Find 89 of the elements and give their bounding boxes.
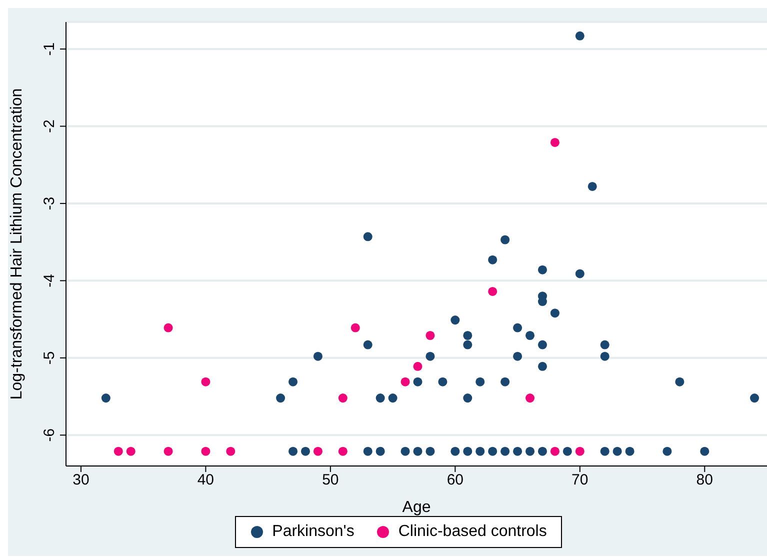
point (463, 340, 472, 350)
point (201, 446, 210, 456)
point (588, 182, 597, 191)
point (575, 446, 584, 456)
point (476, 446, 485, 456)
point (413, 362, 422, 371)
point (612, 446, 622, 456)
point (488, 446, 498, 456)
point (338, 394, 348, 403)
point (400, 377, 410, 386)
x-tick-label: 80 (696, 472, 713, 489)
legend-label: Clinic-based controls (398, 523, 547, 541)
point (513, 446, 522, 456)
legend-label: Parkinson's (272, 523, 354, 541)
point (376, 446, 385, 456)
x-tick-label: 70 (572, 472, 588, 489)
point (562, 446, 572, 456)
point (114, 446, 123, 456)
point (500, 377, 510, 386)
point (164, 323, 173, 332)
point (376, 394, 385, 403)
point (164, 446, 173, 456)
point (426, 331, 435, 340)
point (276, 394, 286, 403)
y-tick-label: -1 (41, 42, 58, 56)
point (600, 340, 610, 350)
point (600, 352, 610, 361)
point (662, 446, 672, 456)
point (426, 446, 435, 456)
point (600, 446, 610, 456)
point (388, 394, 398, 403)
point (363, 340, 372, 350)
point (288, 377, 298, 386)
y-tick-label: -6 (41, 428, 58, 442)
point (201, 377, 210, 386)
y-axis-title: Log-transformed Hair Lithium Concentration (8, 88, 26, 400)
point (463, 394, 472, 403)
point (300, 446, 310, 456)
y-tick-label: -3 (41, 196, 58, 210)
point (525, 331, 535, 340)
point (450, 316, 460, 325)
point (675, 377, 684, 386)
y-tick-label: -5 (41, 351, 58, 365)
point (476, 377, 485, 386)
x-tick-label: 60 (446, 472, 464, 489)
point (538, 340, 547, 350)
point (426, 352, 435, 361)
point (313, 446, 322, 456)
point (438, 377, 448, 386)
point (750, 394, 760, 403)
x-tick-label: 50 (322, 472, 339, 489)
point (350, 323, 360, 332)
point (550, 138, 560, 147)
point (575, 31, 584, 40)
point (101, 394, 110, 403)
x-tick-label: 40 (197, 472, 214, 489)
point (413, 377, 422, 386)
point (500, 235, 510, 244)
point (488, 286, 498, 296)
point (488, 255, 498, 264)
x-tick-label: 30 (72, 472, 90, 489)
y-tick-label: -2 (41, 120, 58, 133)
point (363, 446, 372, 456)
point (575, 269, 584, 278)
point (550, 308, 560, 318)
point (538, 265, 547, 274)
x-axis-title: Age (402, 499, 431, 516)
point (226, 446, 236, 456)
point (538, 362, 547, 371)
point (413, 446, 422, 456)
point (550, 446, 560, 456)
point (625, 446, 634, 456)
point (500, 446, 510, 456)
point (513, 323, 522, 332)
point (363, 232, 372, 242)
point (400, 446, 410, 456)
point (525, 446, 535, 456)
point (126, 446, 136, 456)
point (538, 446, 547, 456)
point (513, 352, 522, 361)
point (338, 446, 348, 456)
y-tick-label: -4 (41, 274, 58, 288)
point (450, 446, 460, 456)
point (700, 446, 710, 456)
point (463, 331, 472, 340)
point (525, 394, 535, 403)
point (313, 352, 322, 361)
point (463, 446, 472, 456)
point (288, 446, 298, 456)
